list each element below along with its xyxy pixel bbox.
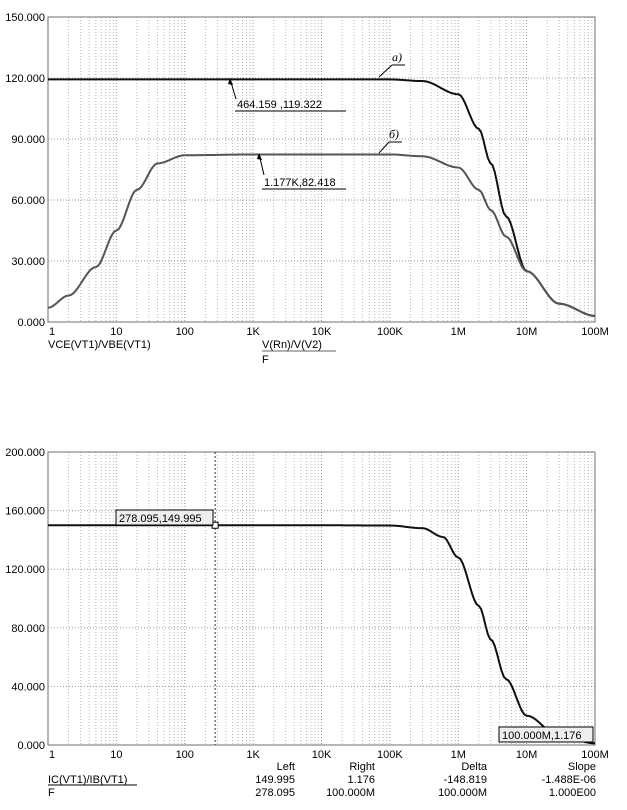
- annotation-arrowhead: [228, 78, 233, 85]
- y-tick-label: 150.000: [5, 12, 45, 24]
- x-tick-label: 10: [110, 749, 122, 761]
- x-tick-label: 100K: [377, 326, 403, 338]
- y-tick-label: 60.000: [11, 195, 45, 207]
- annotation-label: 278.095,149.995: [119, 513, 202, 525]
- series-label-b-leader: [378, 141, 390, 154]
- trace-label: V(Rn)/V(V2): [262, 339, 322, 351]
- cursor-table-row-label: F: [48, 787, 55, 799]
- annotation-label: 464.159 ,119.322: [237, 99, 322, 111]
- annotation-box: [115, 509, 214, 526]
- plot-frame: [47, 451, 596, 746]
- cursor-table-value: 278.095: [255, 787, 295, 799]
- x-tick-label: 100K: [377, 749, 403, 761]
- annotation-label: 1.177K,82.418: [264, 177, 336, 189]
- trace-label: VCE(VT1)/VBE(VT1): [48, 339, 151, 351]
- series-line: [47, 153, 596, 317]
- annotation-box: [498, 726, 594, 743]
- x-tick-label: 10K: [312, 749, 332, 761]
- y-tick-label: 40.000: [11, 681, 45, 693]
- y-tick-label: 160.000: [5, 506, 45, 518]
- x-tick-label: 1K: [246, 326, 260, 338]
- cursor-table-header: Left: [277, 761, 295, 773]
- x-tick-label: 10M: [516, 326, 537, 338]
- plot-frame: [47, 16, 596, 323]
- series-line: [48, 78, 596, 317]
- x-tick-label: 10K: [312, 326, 332, 338]
- x-tick-label: 10M: [516, 749, 537, 761]
- annotation-arrowhead: [257, 153, 262, 160]
- chart-top: 150.000 120.000 90.000 60.000 30.000 0.000 1 10…: [5, 12, 609, 366]
- y-tick-label: 120.000: [5, 73, 45, 85]
- cursor-table-value: 1.000E00: [549, 787, 596, 799]
- series-label-a: a): [392, 50, 402, 64]
- x-tick-label: 100: [176, 326, 194, 338]
- x-tick-label: 1: [49, 326, 55, 338]
- y-tick-label: 80.000: [11, 623, 45, 635]
- x-tick-label: 1: [49, 749, 55, 761]
- series-label-b: б): [389, 127, 399, 141]
- cursor-table-value: -1.488E-06: [542, 774, 596, 786]
- cursor-table-value: 149.995: [255, 774, 295, 786]
- cursor-table-value: -148.819: [444, 774, 487, 786]
- annotation-label: 100.000M,1.176: [502, 730, 582, 742]
- cursor-table-row-label: IC(VT1)/IB(VT1): [48, 774, 127, 786]
- y-tick-label: 0.000: [17, 317, 45, 329]
- y-tick-label: 90.000: [11, 134, 45, 146]
- x-tick-label: 100M: [581, 749, 609, 761]
- y-tick-label: 0.000: [17, 740, 45, 752]
- x-tick-label: 1M: [451, 326, 466, 338]
- x-axis-label: F: [262, 354, 269, 366]
- y-tick-label: 200.000: [5, 447, 45, 459]
- x-tick-label: 10: [110, 326, 122, 338]
- cursor-table-header: Delta: [461, 761, 488, 773]
- cursor-table-value: 1.176: [347, 774, 375, 786]
- cursor-table-header: Right: [349, 761, 375, 773]
- x-tick-label: 100M: [581, 326, 609, 338]
- cursor-table-header: Slope: [568, 761, 596, 773]
- cursor-table-value: 100.000M: [326, 787, 375, 799]
- y-tick-label: 30.000: [11, 256, 45, 268]
- x-tick-label: 1K: [246, 749, 260, 761]
- y-tick-label: 120.000: [5, 564, 45, 576]
- cursor-table-value: 100.000M: [438, 787, 487, 799]
- x-tick-label: 100: [176, 749, 194, 761]
- x-tick-label: 1M: [451, 749, 466, 761]
- chart-bottom: 200.000 160.000 120.000 80.000 40.000 0.000 1 1…: [5, 447, 609, 799]
- series-label-a-leader: [378, 64, 393, 78]
